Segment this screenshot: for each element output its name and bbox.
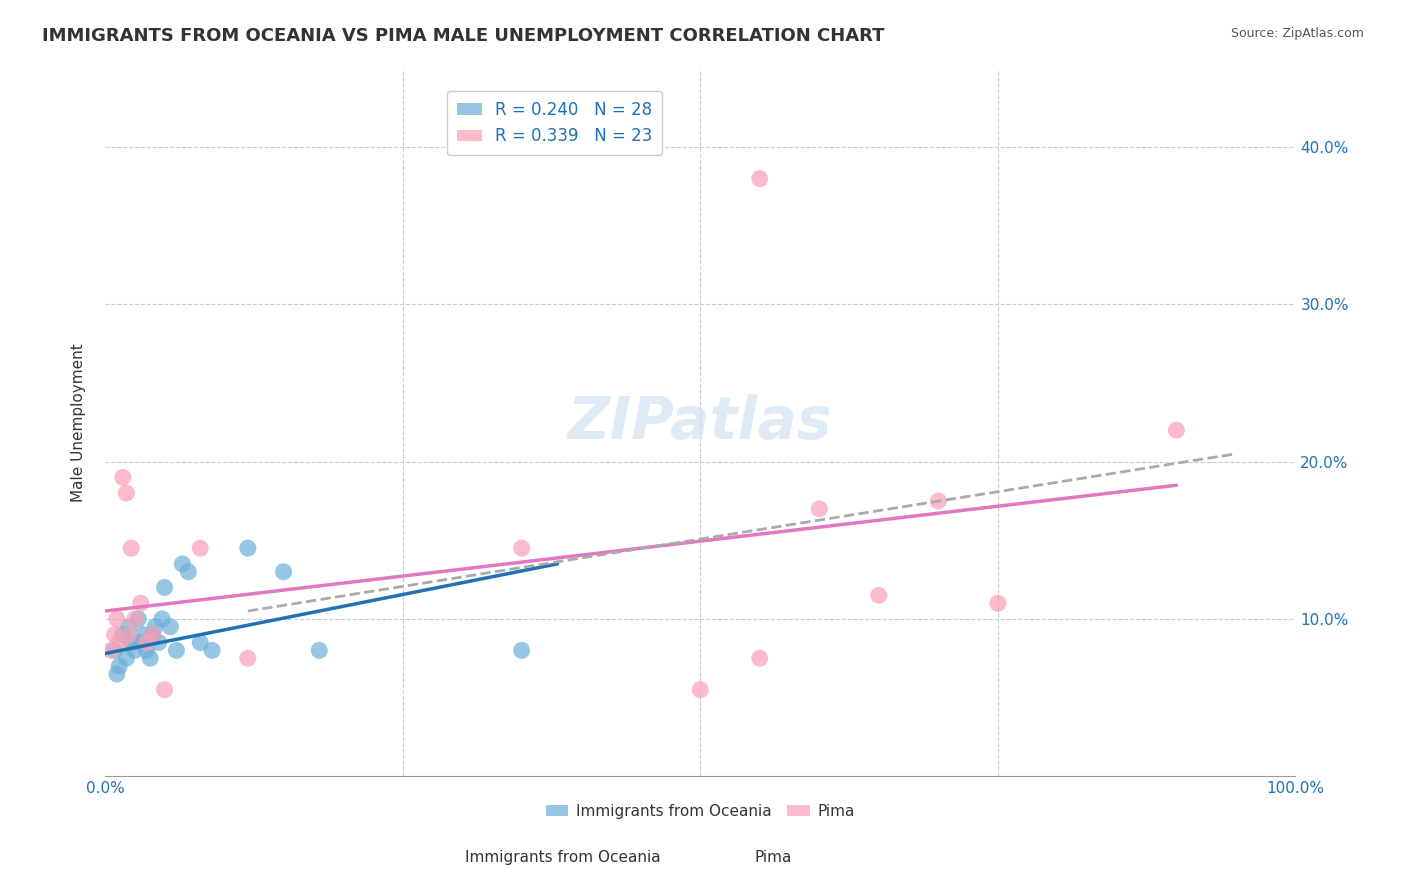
Point (120, 635, 142, 649)
Point (748, 651, 770, 665)
Point (135, 635, 157, 649)
Text: ZIPatlas: ZIPatlas (568, 394, 832, 450)
Point (236, 651, 259, 665)
Point (142, 627, 165, 641)
Point (273, 565, 295, 579)
Point (153, 581, 176, 595)
Point (129, 635, 152, 649)
Point (142, 627, 165, 641)
Point (111, 470, 134, 484)
Point (148, 635, 170, 649)
Point (1166, 423, 1188, 437)
Point (120, 541, 142, 556)
Point (165, 643, 187, 657)
Point (748, 171, 770, 186)
Point (103, 627, 125, 641)
Point (510, 541, 533, 556)
Text: IMMIGRANTS FROM OCEANIA VS PIMA MALE UNEMPLOYMENT CORRELATION CHART: IMMIGRANTS FROM OCEANIA VS PIMA MALE UNE… (42, 27, 884, 45)
Text: Immigrants from Oceania: Immigrants from Oceania (464, 850, 661, 865)
Point (987, 596, 1010, 610)
Point (132, 627, 155, 641)
Point (105, 612, 128, 626)
Point (139, 651, 162, 665)
Legend: Immigrants from Oceania, Pima: Immigrants from Oceania, Pima (540, 798, 860, 825)
Text: Source: ZipAtlas.com: Source: ZipAtlas.com (1230, 27, 1364, 40)
Point (201, 643, 224, 657)
Point (236, 541, 259, 556)
Point (108, 635, 131, 649)
Point (118, 620, 141, 634)
Point (115, 651, 138, 665)
Point (510, 643, 533, 657)
Point (118, 627, 141, 641)
Point (124, 612, 146, 626)
Point (172, 557, 194, 571)
Point (143, 620, 166, 634)
Point (100, 643, 122, 657)
Point (177, 565, 200, 579)
Point (105, 667, 128, 681)
Point (188, 541, 211, 556)
Point (127, 612, 149, 626)
Point (115, 486, 138, 500)
Point (159, 620, 181, 634)
Point (689, 682, 711, 697)
Y-axis label: Male Unemployment: Male Unemployment (72, 343, 86, 501)
Point (129, 596, 152, 610)
Point (103, 643, 125, 657)
Point (308, 643, 330, 657)
Point (124, 643, 146, 657)
Point (927, 494, 949, 508)
Point (135, 643, 157, 657)
Point (111, 627, 134, 641)
Text: Pima: Pima (755, 850, 792, 865)
Point (150, 612, 173, 626)
Point (868, 588, 890, 602)
Point (188, 635, 211, 649)
Point (108, 659, 131, 673)
Point (153, 682, 176, 697)
Point (808, 501, 831, 516)
